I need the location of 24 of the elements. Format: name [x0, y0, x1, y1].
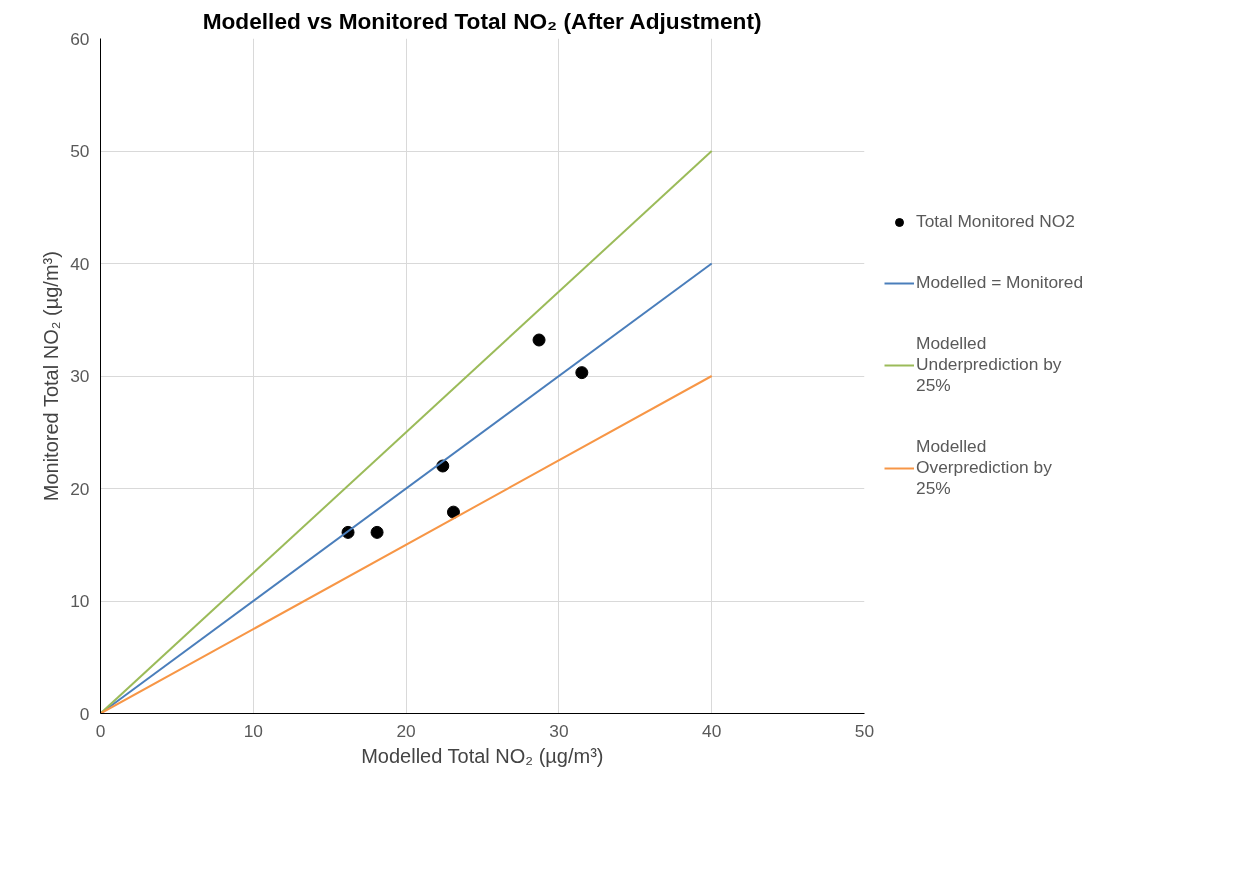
- y-tick-label: 60: [70, 28, 90, 49]
- chart-title: Modelled vs Monitored Total NO₂ (After Adjustment): [202, 7, 762, 34]
- x-tick-label: 20: [396, 720, 416, 741]
- point: [575, 366, 589, 380]
- y-tick-label: 30: [70, 366, 90, 386]
- y-tick-label: 0: [79, 703, 90, 724]
- x-tick-label: 50: [854, 720, 875, 741]
- point: [370, 525, 384, 539]
- legend-label: Modelled = Monitored: [916, 272, 1084, 293]
- legend-label: Modelled Overprediction by 25%: [916, 436, 1052, 499]
- point: [532, 333, 546, 347]
- x-tick-label: 30: [549, 720, 569, 741]
- y-tick-label: 10: [70, 591, 90, 611]
- y-axis-title: Monitored Total NO₂ (µg/m³): [40, 251, 63, 502]
- y-tick-label: 40: [70, 253, 90, 274]
- x-tick-label: 10: [243, 720, 263, 741]
- y-tick-label: 50: [70, 141, 90, 161]
- x-axis-title: Modelled Total NO₂ (µg/m³): [361, 744, 604, 767]
- legend-label: Total Monitored NO2: [916, 211, 1075, 232]
- x-tick-label: 40: [702, 720, 722, 741]
- legend-label: Modelled Underprediction by 25%: [916, 333, 1062, 396]
- point: [446, 505, 460, 519]
- x-tick-label: 0: [95, 720, 106, 741]
- y-tick-label: 20: [70, 478, 90, 499]
